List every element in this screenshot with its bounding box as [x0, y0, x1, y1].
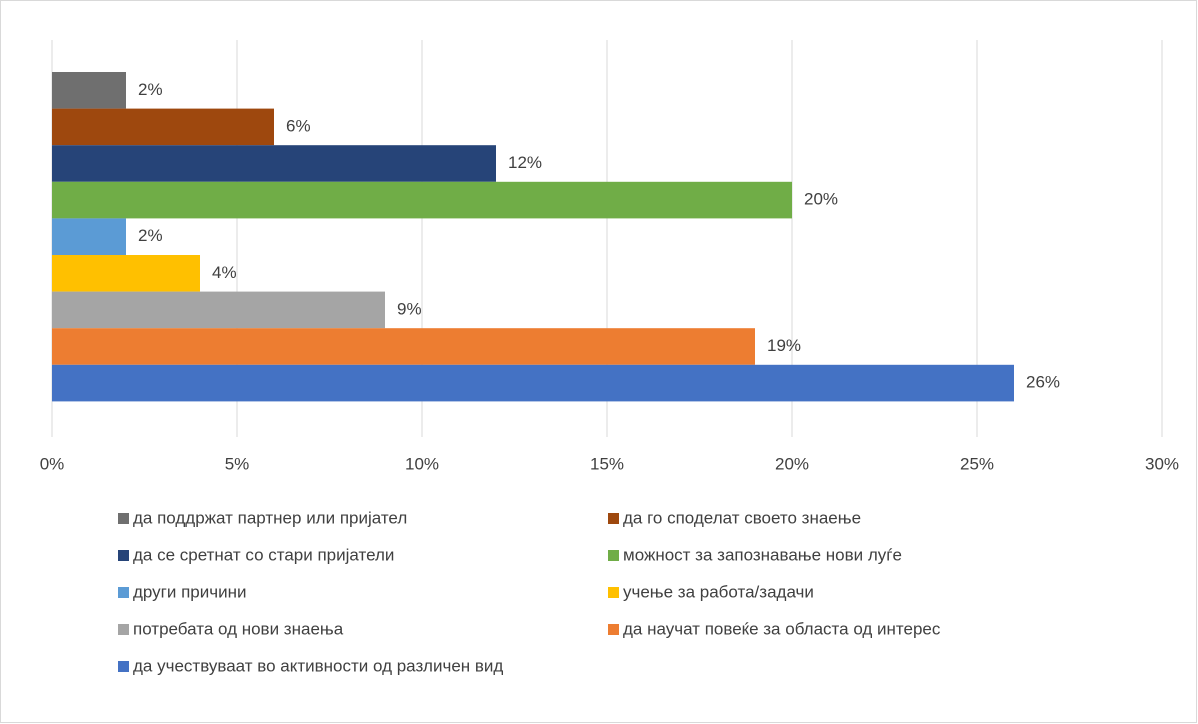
bar: [52, 364, 1014, 402]
legend-swatch: [608, 513, 619, 524]
data-label: 2%: [138, 226, 163, 245]
bar: [52, 181, 792, 219]
legend-label: учење за работа/задачи: [623, 582, 814, 601]
legend-swatch: [608, 587, 619, 598]
legend-label: потребата од нови знаења: [133, 619, 344, 638]
x-tick-label: 0%: [40, 454, 65, 473]
legend-swatch: [608, 550, 619, 561]
legend-label: можност за запознавање нови луѓе: [623, 545, 902, 564]
legend-label: да учествуваат во активности од различен…: [133, 656, 503, 675]
data-label: 26%: [1026, 373, 1060, 392]
legend-label: да научат повеќе за областа од интерес: [623, 619, 941, 638]
bar: [52, 218, 126, 255]
legend-swatch: [118, 513, 129, 524]
x-tick-label: 25%: [960, 454, 994, 473]
bar: [52, 72, 126, 109]
data-label: 4%: [212, 263, 237, 282]
legend-label: да поддржат партнер или пријател: [133, 508, 407, 527]
legend-swatch: [118, 587, 129, 598]
legend-swatch: [118, 661, 129, 672]
legend-label: да се сретнат со стари пријатели: [133, 545, 394, 564]
legend-label: да го споделат своето знаење: [623, 508, 861, 527]
bar: [52, 255, 200, 292]
legend-swatch: [118, 550, 129, 561]
legend-swatch: [118, 624, 129, 635]
data-label: 20%: [804, 190, 838, 209]
data-label: 6%: [286, 116, 311, 135]
bar: [52, 108, 274, 146]
x-tick-label: 5%: [225, 454, 250, 473]
x-tick-label: 20%: [775, 454, 809, 473]
x-tick-label: 15%: [590, 454, 624, 473]
data-label: 12%: [508, 153, 542, 172]
bar: [52, 328, 755, 365]
x-tick-label: 10%: [405, 454, 439, 473]
data-label: 9%: [397, 299, 422, 318]
x-tick-label: 30%: [1145, 454, 1179, 473]
legend-swatch: [608, 624, 619, 635]
legend-label: други причини: [133, 582, 247, 601]
data-label: 2%: [138, 80, 163, 99]
data-label: 19%: [767, 336, 801, 355]
bar: [52, 291, 385, 329]
bar: [52, 145, 496, 182]
